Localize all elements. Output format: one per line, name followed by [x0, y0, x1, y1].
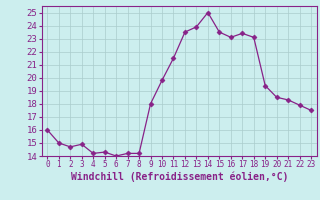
X-axis label: Windchill (Refroidissement éolien,°C): Windchill (Refroidissement éolien,°C): [70, 172, 288, 182]
